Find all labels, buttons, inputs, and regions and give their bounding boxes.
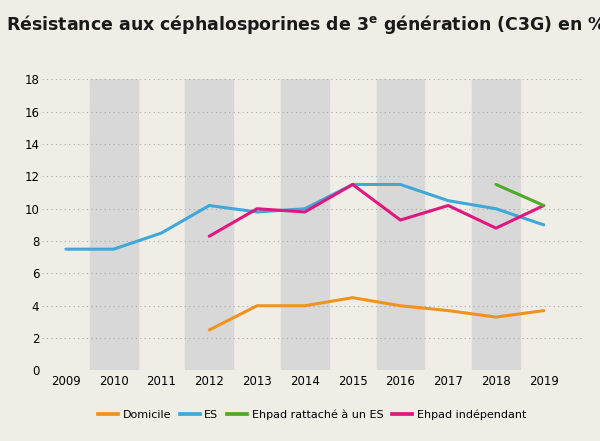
Bar: [281, 79, 329, 370]
Bar: [472, 79, 520, 370]
Bar: [90, 79, 137, 370]
Text: Résistance aux céphalosporines de 3$^\mathregular{e}$ génération (C3G) en %: Résistance aux céphalosporines de 3$^\ma…: [6, 13, 600, 36]
Bar: [377, 79, 424, 370]
Bar: [185, 79, 233, 370]
Legend: Domicile, ES, Ehpad rattaché à un ES, Ehpad indépendant: Domicile, ES, Ehpad rattaché à un ES, Eh…: [94, 405, 530, 425]
